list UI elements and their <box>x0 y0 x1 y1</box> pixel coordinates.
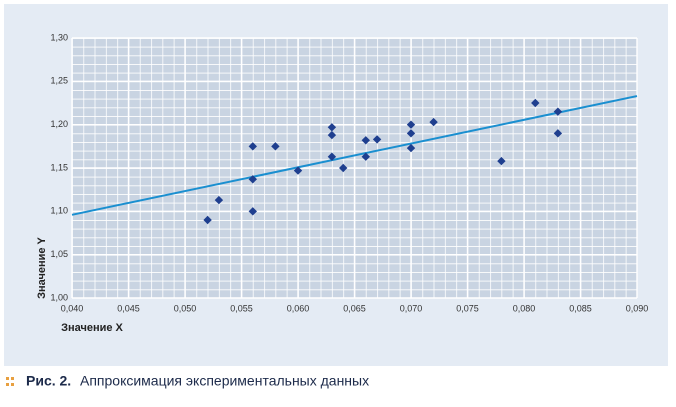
point <box>327 152 337 161</box>
y-tick-label: 1,00 <box>50 292 68 302</box>
x-tick-label: 0,075 <box>456 303 479 313</box>
point <box>406 143 416 153</box>
y-tick-label: 1,15 <box>50 162 68 172</box>
point <box>361 136 370 145</box>
y-tick-label: 1,20 <box>50 119 68 129</box>
x-tick-label: 0,060 <box>287 303 310 313</box>
x-tick-label: 0,070 <box>400 303 423 313</box>
x-tick-label: 0,045 <box>117 303 140 313</box>
x-tick-label: 0,055 <box>230 303 253 313</box>
point <box>203 215 212 225</box>
y-tick-label: 1,30 <box>50 32 68 42</box>
point <box>429 117 438 127</box>
point <box>248 142 257 151</box>
point <box>327 123 337 132</box>
point <box>214 195 224 205</box>
x-tick-label: 0,080 <box>513 303 536 313</box>
point <box>248 175 257 184</box>
x-tick-label: 0,090 <box>626 303 649 313</box>
caption-text: Аппроксимация экспериментальных данных <box>80 373 369 389</box>
point <box>339 163 348 173</box>
y-tick-label: 1,10 <box>50 206 68 216</box>
bullet <box>11 383 14 386</box>
x-axis-label: Значение X <box>61 322 123 334</box>
bullet <box>6 377 9 380</box>
point <box>406 120 416 129</box>
point <box>531 98 540 108</box>
x-tick-label: 0,050 <box>174 303 197 313</box>
point <box>553 129 563 138</box>
bullet <box>11 377 14 380</box>
point <box>372 135 382 144</box>
point <box>271 142 280 151</box>
point <box>293 166 303 175</box>
point <box>327 130 337 140</box>
x-tick-label: 0,040 <box>61 303 84 313</box>
y-axis-label: Значение Y <box>36 236 48 298</box>
trend-line <box>71 95 638 216</box>
x-tick-label: 0,065 <box>343 303 366 313</box>
caption-number: Рис. 2. <box>26 373 71 389</box>
bullet <box>6 383 9 386</box>
y-tick-label: 1,05 <box>50 249 68 259</box>
point <box>361 152 370 161</box>
point <box>248 207 257 216</box>
point <box>497 156 506 166</box>
y-tick-label: 1,25 <box>50 76 68 86</box>
point <box>553 107 563 116</box>
x-tick-label: 0,085 <box>569 303 592 313</box>
point <box>406 129 416 138</box>
